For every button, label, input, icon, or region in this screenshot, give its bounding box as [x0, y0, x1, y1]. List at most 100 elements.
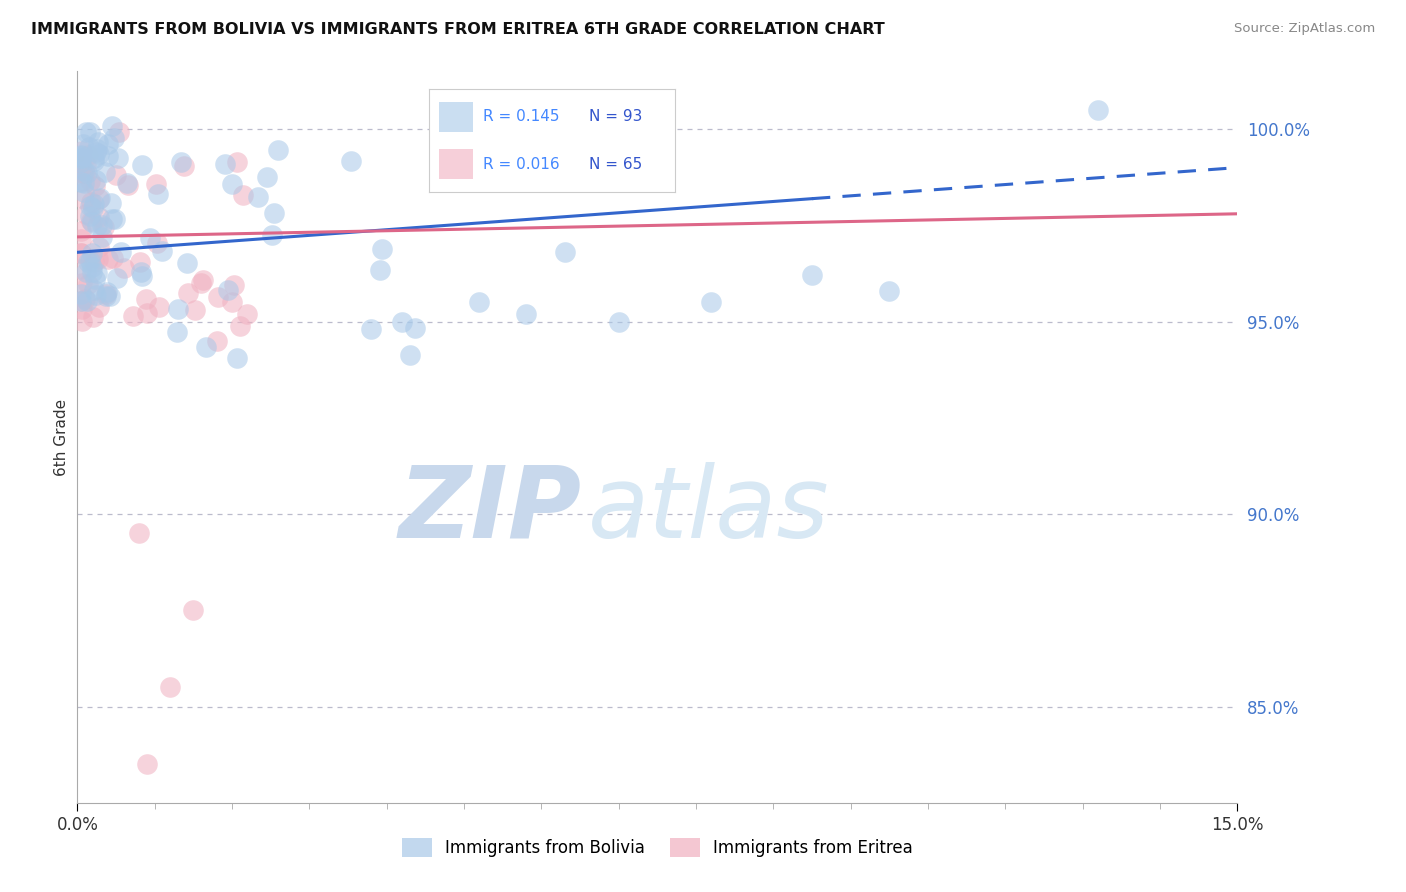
Point: [183, 603, 205, 617]
Point: [82, 215, 104, 229]
Point: [110, 245, 132, 260]
Point: [96, 285, 118, 300]
FancyBboxPatch shape: [439, 102, 472, 132]
Point: [75, 166, 97, 180]
Point: [79, 209, 101, 223]
Point: [226, 351, 249, 365]
Point: [97, 136, 120, 151]
Point: [877, 284, 901, 298]
Point: [1087, 103, 1109, 117]
Point: [93, 219, 115, 234]
Point: [82, 201, 104, 215]
Point: [98, 289, 121, 303]
Point: [73, 163, 96, 178]
Point: [131, 158, 153, 172]
Point: [86, 266, 108, 280]
Point: [83, 153, 105, 168]
Point: [468, 295, 491, 310]
Point: [100, 195, 122, 210]
Point: [70, 155, 93, 169]
Text: ZIP: ZIP: [399, 462, 582, 558]
Point: [72, 166, 94, 180]
Text: IMMIGRANTS FROM BOLIVIA VS IMMIGRANTS FROM ERITREA 6TH GRADE CORRELATION CHART: IMMIGRANTS FROM BOLIVIA VS IMMIGRANTS FR…: [31, 22, 884, 37]
Point: [72, 136, 94, 151]
Point: [89, 301, 111, 315]
Point: [145, 178, 167, 192]
Point: [80, 194, 103, 209]
Point: [89, 191, 111, 205]
Point: [70, 166, 93, 180]
Point: [87, 146, 110, 161]
Point: [191, 273, 214, 287]
Point: [107, 151, 129, 165]
Point: [87, 192, 110, 206]
Point: [135, 292, 157, 306]
Point: [226, 154, 249, 169]
Point: [267, 143, 290, 157]
Point: [398, 348, 420, 362]
Point: [700, 295, 723, 310]
Point: [70, 174, 93, 188]
Point: [70, 293, 93, 308]
Point: [76, 293, 98, 308]
Point: [100, 119, 122, 133]
Point: [554, 245, 576, 260]
Point: [70, 313, 93, 327]
FancyBboxPatch shape: [439, 149, 472, 179]
Point: [148, 186, 170, 201]
Point: [77, 148, 100, 162]
Point: [70, 144, 93, 158]
Point: [101, 251, 124, 265]
Point: [87, 135, 110, 149]
Text: Source: ZipAtlas.com: Source: ZipAtlas.com: [1234, 22, 1375, 36]
Point: [122, 309, 145, 323]
Point: [214, 157, 236, 171]
Point: [97, 149, 120, 163]
Point: [190, 276, 212, 290]
Point: [87, 240, 110, 254]
Point: [205, 334, 228, 348]
Point: [207, 290, 229, 304]
Point: [139, 231, 162, 245]
Point: [117, 178, 139, 193]
Point: [232, 188, 254, 202]
Point: [70, 232, 93, 246]
Point: [371, 242, 394, 256]
Point: [87, 252, 110, 266]
Point: [221, 178, 243, 192]
Point: [79, 125, 101, 139]
Point: [404, 321, 426, 335]
Point: [70, 224, 93, 238]
Point: [70, 155, 93, 169]
Point: [70, 262, 93, 277]
Point: [246, 190, 269, 204]
Point: [73, 176, 96, 190]
Point: [79, 253, 101, 268]
Legend: Immigrants from Bolivia, Immigrants from Eritrea: Immigrants from Bolivia, Immigrants from…: [395, 831, 920, 864]
Point: [129, 255, 152, 269]
Point: [80, 245, 103, 260]
Point: [77, 140, 100, 154]
Point: [166, 325, 188, 339]
Point: [217, 283, 239, 297]
Point: [222, 278, 245, 293]
Point: [80, 214, 103, 228]
Point: [72, 186, 94, 200]
Point: [83, 151, 105, 165]
Point: [183, 302, 205, 317]
Point: [135, 757, 157, 772]
Point: [256, 169, 278, 184]
Point: [82, 260, 104, 274]
Point: [801, 268, 824, 283]
Point: [112, 260, 135, 275]
Point: [79, 174, 101, 188]
Text: R = 0.145: R = 0.145: [484, 110, 560, 124]
Point: [103, 131, 125, 145]
Point: [70, 160, 93, 174]
Point: [84, 173, 107, 187]
Point: [79, 199, 101, 213]
Point: [86, 142, 108, 156]
Point: [83, 197, 105, 211]
Point: [82, 310, 104, 324]
Point: [105, 271, 128, 285]
